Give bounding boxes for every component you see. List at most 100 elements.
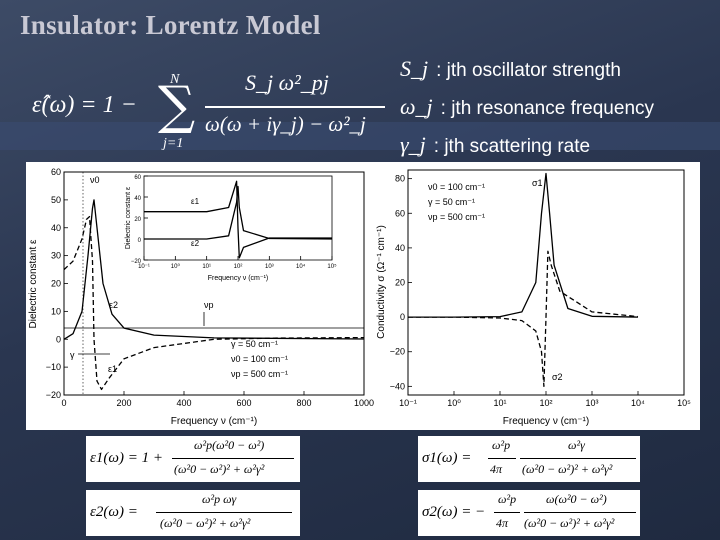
sigma2-den: (ω²0 − ω²)² + ω²γ² xyxy=(524,516,615,530)
definition-symbol: S_j xyxy=(400,56,429,81)
left-x-tick-label: 600 xyxy=(236,398,251,408)
inset-y-tick-label: 40 xyxy=(134,196,141,202)
eps2-fraction-bar xyxy=(156,512,292,513)
right-ylabel: Conductivity σ (Ω⁻¹ cm⁻¹) xyxy=(376,225,387,339)
definition-symbol: ω_j xyxy=(400,94,433,119)
definition-scattering: γ_j : jth scattering rate xyxy=(400,132,590,158)
inset-ylabel: Dielectric constant ε xyxy=(125,187,132,249)
label-gamma: γ xyxy=(70,350,75,360)
eps2-lhs: ε2(ω) = xyxy=(90,504,138,520)
label-nu0: ν0 xyxy=(90,175,100,185)
sigma1-num: ω²γ xyxy=(568,438,585,452)
sigma1-pre-bar xyxy=(488,458,516,459)
sigma-sum-icon: ∑ xyxy=(158,76,196,136)
sigma2-fraction-bar xyxy=(524,512,636,513)
right-param-nu0: ν0 = 100 cm⁻¹ xyxy=(428,182,485,192)
sigma2-lhs: σ2(ω) = − xyxy=(422,504,486,520)
sum-upper-limit: N xyxy=(170,72,180,87)
right-x-tick-label: 10⁴ xyxy=(631,398,645,408)
left-y-tick-label: 40 xyxy=(51,223,61,233)
definition-text: : jth resonance frequency xyxy=(440,98,655,119)
left-param-gamma: γ = 50 cm⁻¹ xyxy=(231,339,278,349)
label-sigma1: σ1 xyxy=(532,178,543,188)
label-eps1: ε1 xyxy=(108,364,117,374)
right-x-tick-label: 10⁰ xyxy=(447,398,461,408)
inset-y-tick-label: 60 xyxy=(134,175,141,181)
left-xlabel: Frequency ν (cm⁻¹) xyxy=(171,416,257,427)
right-series-σ1 xyxy=(408,172,639,318)
right-y-tick-label: 20 xyxy=(395,278,405,288)
sigma2-equation: σ2(ω) = − ω²p 4π ω(ω²0 − ω²) (ω²0 − ω²)²… xyxy=(418,490,640,536)
definition-text: : jth scattering rate xyxy=(433,136,591,157)
right-x-tick-label: 10² xyxy=(539,398,552,408)
sigma1-lhs: σ1(ω) = xyxy=(422,450,472,466)
right-y-tick-label: 40 xyxy=(395,243,405,253)
right-series-σ2 xyxy=(408,250,639,387)
left-y-tick-label: 10 xyxy=(51,306,61,316)
left-param-nup: νp = 500 cm⁻¹ xyxy=(231,369,288,379)
right-y-tick-label: 80 xyxy=(395,174,405,184)
left-x-ticks: 0 200 400 600 800 1000 xyxy=(61,391,374,408)
right-param-gamma: γ = 50 cm⁻¹ xyxy=(428,197,475,207)
sum-lower-limit: j=1 xyxy=(163,136,184,151)
left-series-ε2 xyxy=(63,199,365,340)
right-y-tick-label: 60 xyxy=(395,208,405,218)
eps1-fraction-bar xyxy=(172,458,294,459)
sigma1-den: (ω²0 − ω²)² + ω²γ² xyxy=(522,462,613,476)
right-x-tick-label: 10⁻¹ xyxy=(399,398,417,408)
equation-numerator: S_j ω²_pj xyxy=(245,70,329,95)
left-series-ε1 xyxy=(63,215,365,391)
left-x-tick-label: 800 xyxy=(296,398,311,408)
right-x-tick-label: 10³ xyxy=(585,398,598,408)
left-y-tick-label: −20 xyxy=(46,390,61,400)
inset-x-ticks: 10⁻¹ 10⁰ 10¹ 10² 10³ 10⁴ 10⁵ xyxy=(138,256,337,270)
inset-x-tick-label: 10³ xyxy=(265,264,274,270)
left-y-tick-label: 30 xyxy=(51,251,61,261)
right-x-ticks: 10⁻¹ 10⁰ 10¹ 10² 10³ 10⁴ 10⁵ xyxy=(399,391,691,408)
label-nup: νp xyxy=(204,300,214,310)
slide-title: Insulator: Lorentz Model xyxy=(20,10,321,40)
left-x-tick-label: 0 xyxy=(61,398,66,408)
eps2-den: (ω²0 − ω²)² + ω²γ² xyxy=(160,516,251,530)
eps1-lhs: ε1(ω) = 1 + xyxy=(90,450,163,466)
sigma2-pre-num: ω²p xyxy=(498,492,517,506)
label-eps2: ε2 xyxy=(109,300,118,310)
left-x-tick-label: 400 xyxy=(176,398,191,408)
sigma2-pre-bar xyxy=(494,512,520,513)
right-param-nup: νp = 500 cm⁻¹ xyxy=(428,212,485,222)
inset-series-ε2 xyxy=(144,185,333,240)
inset-series-ε1 xyxy=(144,180,332,259)
sigma1-equation: σ1(ω) = ω²p 4π ω²γ (ω²0 − ω²)² + ω²γ² xyxy=(418,436,640,482)
left-y-tick-label: −10 xyxy=(46,362,61,372)
right-y-tick-label: −20 xyxy=(390,347,405,357)
inset-x-tick-label: 10² xyxy=(234,264,243,270)
conductivity-plot-panel: 80 60 40 20 0 −20 −40 10⁻¹ 10⁰ 10¹ 10² 10³ 10⁴ 10⁵ C… xyxy=(374,162,700,430)
eps1-equation: ε1(ω) = 1 + ω²p(ω²0 − ω²) (ω²0 − ω²)² + … xyxy=(86,436,300,482)
left-param-nu0: ν0 = 100 cm⁻¹ xyxy=(231,354,288,364)
right-x-tick-label: 10⁵ xyxy=(677,398,691,408)
left-x-tick-label: 1000 xyxy=(354,398,374,408)
definition-strength: S_j: jth oscillator strength xyxy=(400,56,621,82)
eps2-num: ω²p ωγ xyxy=(202,492,237,506)
equation-lhs: ε̂(ω) = 1 − xyxy=(32,92,137,118)
left-y-tick-label: 20 xyxy=(51,279,61,289)
right-y-tick-label: −40 xyxy=(390,381,405,391)
left-y-tick-label: 50 xyxy=(51,195,61,205)
label-sigma2: σ2 xyxy=(552,372,563,382)
inset-x-tick-label: 10⁵ xyxy=(327,263,337,270)
inset-x-tick-label: 10⁰ xyxy=(171,263,181,270)
inset-y-tick-label: 0 xyxy=(138,238,142,244)
left-ylabel: Dielectric constant ε xyxy=(28,239,39,328)
inset-y-tick-label: −20 xyxy=(131,259,142,265)
left-y-tick-label: 60 xyxy=(51,167,61,177)
left-y-tick-label: 0 xyxy=(56,334,61,344)
eps1-den: (ω²0 − ω²)² + ω²γ² xyxy=(174,462,265,476)
main-equation: ε̂(ω) = 1 − N ∑ j=1 S_j ω²_pj ω(ω + iγ_j… xyxy=(20,62,400,162)
definition-symbol: γ_j xyxy=(400,132,426,157)
dielectric-plot-panel: 60 50 40 30 20 10 0 −10 −20 0 200 400 600 800 1000 Di… xyxy=(26,162,374,430)
left-x-tick-label: 200 xyxy=(116,398,131,408)
inset-x-tick-label: 10⁻¹ xyxy=(138,264,150,270)
eps2-equation: ε2(ω) = ω²p ωγ (ω²0 − ω²)² + ω²γ² xyxy=(86,490,300,536)
left-y-ticks: 60 50 40 30 20 10 0 −10 −20 xyxy=(46,167,68,400)
